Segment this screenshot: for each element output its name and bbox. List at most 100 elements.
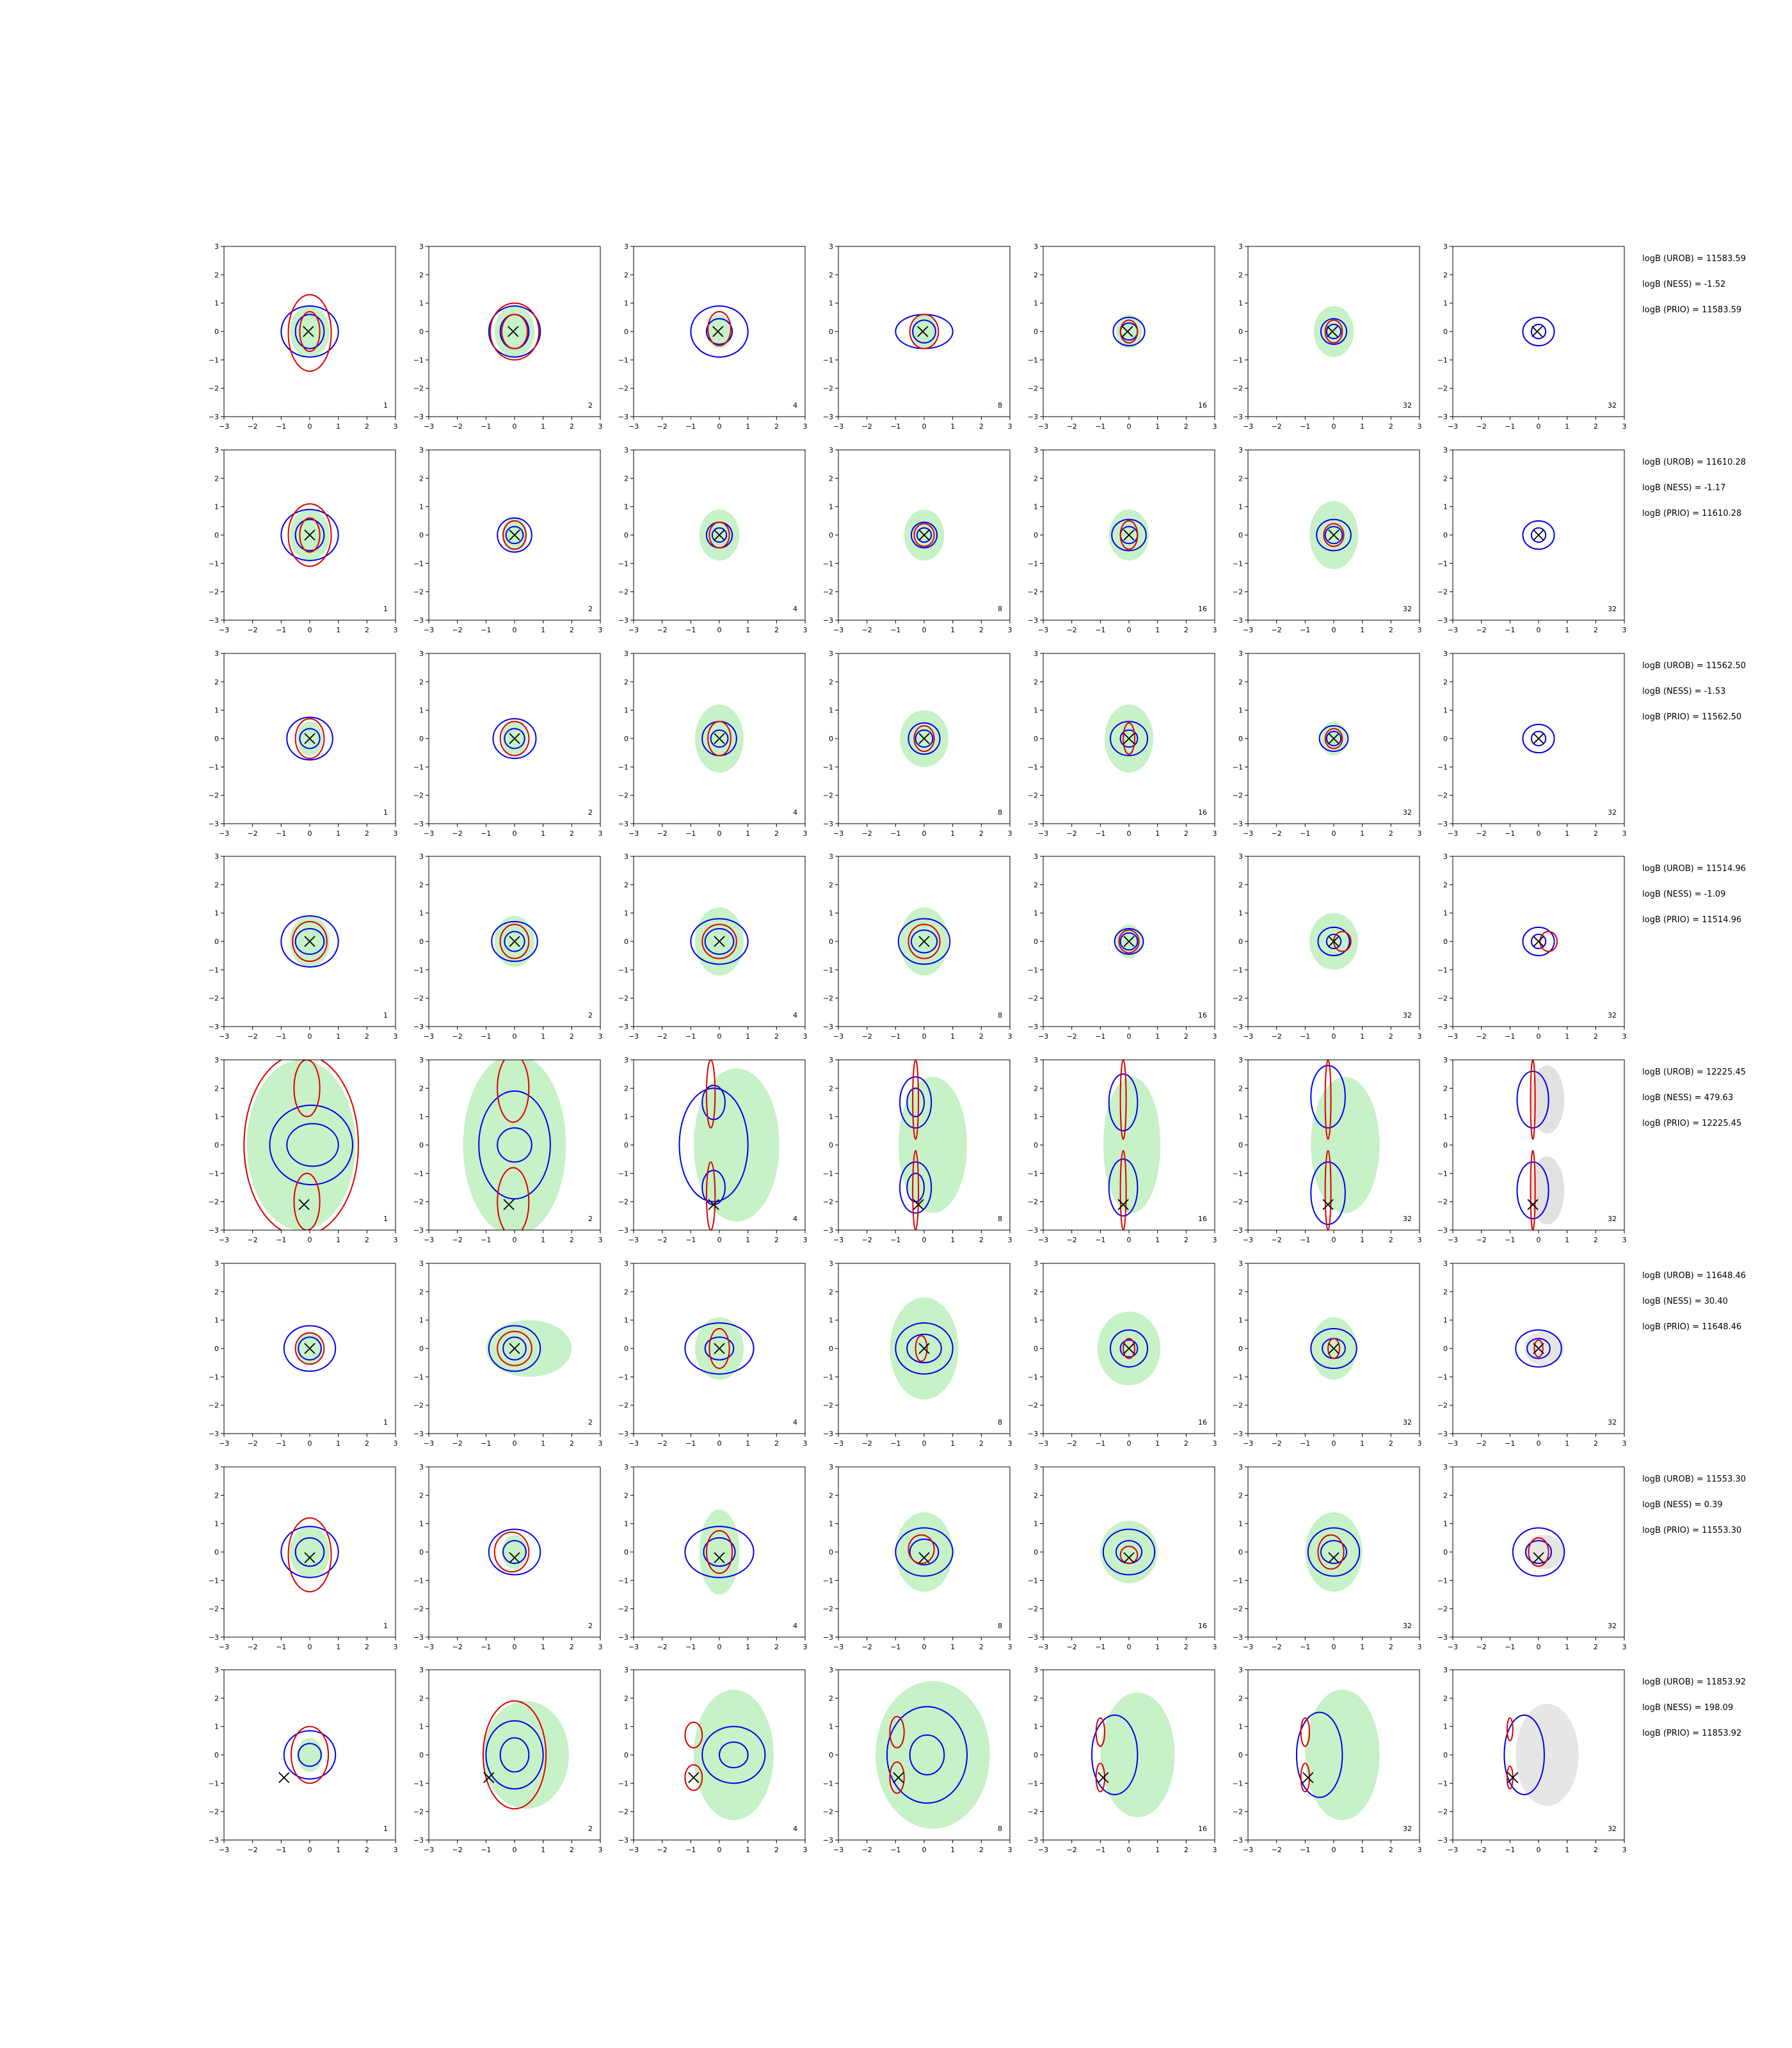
y-tick-label: −3	[1437, 820, 1448, 828]
x-tick-label: 2	[979, 1032, 984, 1041]
y-tick-label: 2	[419, 1491, 424, 1500]
x-tick-label: 0	[513, 829, 517, 838]
panel-r1-c5: −3 −2 −1 0 1 2 3 −3 −2 −1 0 1 2 3 16	[1028, 243, 1217, 431]
y-tick-label: 1	[1034, 1723, 1038, 1731]
red-contour	[1123, 722, 1135, 755]
blue-contour	[298, 1336, 322, 1361]
logb-stat: logB (PRIO) = 11514.96	[1642, 915, 1741, 925]
panel-count-label: 1	[383, 1418, 388, 1427]
x-tick-label: −1	[276, 1846, 286, 1854]
y-tick-label: 3	[419, 1463, 424, 1471]
y-tick-label: 3	[1034, 446, 1038, 454]
y-tick-label: 0	[419, 1141, 424, 1149]
y-tick-label: 1	[624, 1723, 628, 1731]
panel-count-label: 1	[383, 808, 388, 817]
x-tick-label: 1	[336, 1439, 340, 1448]
marker-stroke	[483, 1772, 495, 1784]
x-tick-label: 1	[541, 1236, 545, 1244]
panel-count-label: 8	[998, 1011, 1002, 1020]
y-tick-label: −2	[1028, 1808, 1038, 1816]
x-tick-label: 3	[1622, 1236, 1627, 1244]
x-tick-label: −2	[1272, 1439, 1282, 1448]
green-density-region	[1103, 1076, 1161, 1213]
x-tick-label: 0	[717, 626, 722, 634]
y-tick-label: 0	[624, 735, 628, 743]
x-tick-label: −3	[1243, 626, 1253, 634]
x-tick-label: 3	[803, 1439, 808, 1448]
y-tick-label: −1	[1437, 559, 1448, 568]
x-tick-label: −2	[1476, 1643, 1487, 1651]
y-tick-label: 2	[419, 474, 424, 483]
panel-r2-c4: −3 −2 −1 0 1 2 3 −3 −2 −1 0 1 2 3 8	[823, 446, 1012, 634]
blue-contour	[909, 1539, 940, 1565]
y-tick-label: −3	[618, 1633, 628, 1642]
y-tick-label: −1	[823, 1169, 833, 1178]
y-tick-label: 3	[1238, 446, 1243, 454]
blue-contour	[1512, 1527, 1565, 1577]
y-tick-label: 2	[829, 1694, 833, 1702]
x-tick-label: 1	[1155, 626, 1160, 634]
blue-contour	[886, 1706, 968, 1804]
panel-r8-c1: −3 −2 −1 0 1 2 3 −3 −2 −1 0 1 2 3 1	[209, 1666, 398, 1854]
x-tick-label: −3	[1038, 1439, 1048, 1448]
y-tick-label: 1	[1443, 1113, 1448, 1121]
x-tick-label: −2	[248, 422, 258, 431]
x-tick-label: 3	[1213, 1032, 1217, 1041]
red-contour	[909, 314, 940, 349]
marker-stroke	[708, 1199, 719, 1210]
x-tick-label: −3	[424, 1236, 434, 1244]
x-tick-label: 1	[950, 1439, 955, 1448]
panel-count-label: 16	[1198, 401, 1207, 410]
panel-r4-c3: −3 −2 −1 0 1 2 3 −3 −2 −1 0 1 2 3 4	[618, 852, 808, 1041]
y-tick-label: 0	[419, 328, 424, 336]
y-tick-label: −2	[209, 385, 219, 393]
y-tick-label: 2	[624, 881, 628, 889]
x-tick-label: 2	[1594, 1032, 1598, 1041]
y-tick-label: 1	[214, 1520, 219, 1528]
x-tick-label: 1	[746, 1236, 750, 1244]
x-tick-label: 0	[513, 422, 517, 431]
panel-count-label: 32	[1403, 605, 1412, 613]
y-tick-label: −2	[618, 1402, 628, 1410]
y-tick-label: 3	[419, 1056, 424, 1064]
blue-contour	[497, 1127, 532, 1163]
marker-stroke	[714, 1343, 725, 1354]
y-tick-label: 0	[214, 938, 219, 946]
plot-area	[897, 907, 951, 976]
x-tick-label: −2	[452, 626, 463, 634]
plot-area	[1522, 723, 1555, 754]
x-tick-label: −3	[219, 1032, 229, 1041]
red-contour	[889, 1761, 905, 1794]
x-tick-label: −1	[276, 1439, 286, 1448]
true-value-marker	[483, 1772, 495, 1784]
y-tick-label: 3	[214, 446, 219, 454]
grey-density-region	[1530, 1156, 1565, 1225]
blue-contour	[485, 1720, 544, 1790]
y-tick-label: −1	[618, 1576, 628, 1585]
blue-contour	[491, 920, 538, 963]
y-tick-label: 2	[419, 881, 424, 889]
y-tick-label: 1	[829, 300, 833, 308]
blue-contour	[294, 1537, 325, 1567]
y-tick-label: −1	[209, 1576, 219, 1585]
y-tick-label: −1	[1233, 966, 1243, 974]
x-tick-label: −3	[219, 626, 229, 634]
x-tick-label: 3	[803, 1236, 808, 1244]
red-contour	[500, 314, 529, 349]
blue-contour	[899, 1076, 932, 1129]
y-tick-label: 0	[419, 531, 424, 540]
panel-r3-c1: −3 −2 −1 0 1 2 3 −3 −2 −1 0 1 2 3 1	[209, 650, 398, 838]
figure-row-5: −3 −2 −1 0 1 2 3 −3 −2 −1 0 1 2 3 1 −3 −2 −1 0 1 2 3 −3 −2 −1 0 1 2…	[209, 1056, 1746, 1244]
x-tick-label: 3	[803, 422, 808, 431]
panel-r5-c7: −3 −2 −1 0 1 2 3 −3 −2 −1 0 1 2 3 32	[1437, 1056, 1627, 1244]
y-tick-label: −1	[1233, 559, 1243, 568]
y-tick-label: 1	[624, 1113, 628, 1121]
red-contour	[292, 920, 328, 963]
y-tick-label: 1	[829, 707, 833, 715]
y-tick-label: 3	[1238, 1056, 1243, 1064]
panel-count-label: 16	[1198, 1418, 1207, 1427]
blue-contour	[280, 915, 339, 968]
marker-stroke	[1533, 733, 1544, 744]
y-tick-label: −2	[1437, 1198, 1448, 1206]
x-tick-label: 0	[1537, 1032, 1541, 1041]
